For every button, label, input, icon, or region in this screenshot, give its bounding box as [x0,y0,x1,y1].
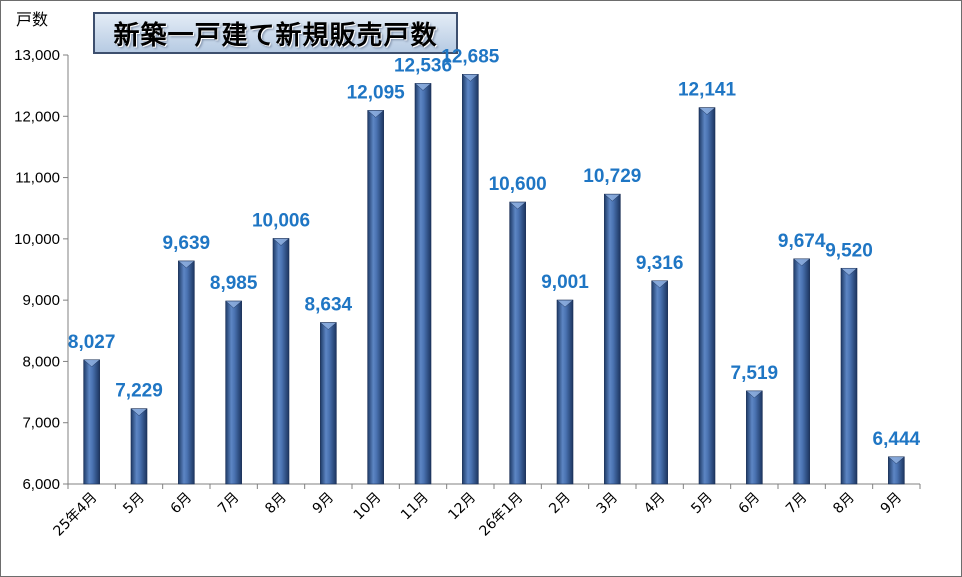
bar-cap-13 [651,280,669,289]
data-label-2: 7,229 [115,381,163,402]
bar-16 [793,258,810,485]
chart-title: 新築一戸建て新規販売戸数 [113,20,438,51]
bar-cap-3 [177,260,195,269]
bar-13 [651,280,668,485]
bar-cap-6 [319,322,337,330]
bar-cap-17 [840,268,858,276]
data-label-9: 12,685 [441,46,500,67]
data-label-8: 12,536 [394,55,452,76]
bar-14 [698,107,716,485]
x-tick-label-12: 3月 [594,490,622,518]
bar-1 [83,359,100,485]
x-tick-label-1: 25年4月 [50,490,100,540]
bar-cap-15 [745,390,763,399]
x-tick-label-4: 7月 [215,490,243,518]
bar-10 [509,201,526,485]
x-tick-label-17: 8月 [830,490,858,518]
data-label-16: 9,674 [778,231,826,252]
chart-title-box: 新築一戸建て新規販売戸数 [93,12,458,54]
bar-cap-10 [509,201,527,210]
bar-2 [130,408,148,485]
bars-group [83,74,905,485]
x-tick-label-13: 4月 [641,490,669,518]
y-tick-label: 9,000 [22,292,60,309]
bar-6 [320,322,337,485]
bar-cap-8 [414,83,432,91]
data-label-5: 10,006 [252,210,310,231]
x-tick-label-11: 2月 [546,490,574,518]
bar-3 [178,260,195,485]
y-axis-unit-label: 戸数 [16,10,49,29]
data-label-1: 8,027 [68,332,116,353]
bar-5 [272,238,290,485]
y-tick-label: 7,000 [22,415,60,432]
x-tick-label-3: 6月 [168,490,196,518]
x-tick-label-6: 9月 [310,490,338,518]
x-tick-label-2: 5月 [120,490,148,518]
y-tick-label: 13,000 [14,47,60,64]
data-label-3: 9,639 [163,233,211,254]
y-tick-label: 11,000 [15,170,60,187]
y-tick-label: 6,000 [22,476,60,493]
x-tick-label-16: 7月 [783,490,811,518]
bar-17 [840,267,858,485]
bar-cap-16 [793,258,811,267]
bar-15 [746,390,763,485]
y-tick-label: 10,000 [14,231,60,248]
data-label-11: 9,001 [541,272,589,293]
x-tick-label-15: 6月 [736,490,764,518]
bar-9 [462,74,479,485]
bar-cap-18 [887,456,905,465]
data-label-15: 7,519 [731,363,779,384]
x-tick-label-14: 5月 [688,490,716,518]
data-label-18: 6,444 [873,429,921,450]
bar-cap-14 [698,107,716,115]
bar-cap-7 [367,110,385,118]
data-label-10: 10,600 [489,174,547,195]
bar-12 [604,193,621,485]
bar-11 [556,299,574,485]
bar-cap-1 [83,359,101,368]
data-label-7: 12,095 [347,82,406,103]
data-label-14: 12,141 [678,80,737,101]
bar-8 [414,83,432,485]
bar-cap-5 [272,238,290,246]
x-tick-label-7: 10月 [351,490,385,524]
y-tick-label: 12,000 [14,108,60,125]
x-tick-label-9: 12月 [445,490,479,524]
y-tick-label: 8,000 [22,353,60,370]
x-tick-label-10: 26年1月 [476,490,526,540]
bar-cap-11 [556,299,574,308]
bar-cap-12 [603,193,621,202]
bar-cap-4 [225,300,243,309]
x-tick-label-18: 9月 [878,490,906,518]
bar-cap-2 [130,408,148,417]
data-label-6: 8,634 [305,295,353,316]
x-tick-label-8: 11月 [398,490,432,524]
bar-cap-9 [461,74,479,82]
data-label-13: 9,316 [636,253,684,274]
data-label-17: 9,520 [825,240,873,261]
data-label-12: 10,729 [583,166,641,187]
data-labels-group: 8,027 7,229 9,639 8,985 10,006 8,634 12,095 12,… [68,46,921,449]
bar-7 [367,110,384,485]
x-tick-label-5: 8月 [262,490,290,518]
data-label-4: 8,985 [210,273,258,294]
bar-4 [225,300,242,485]
